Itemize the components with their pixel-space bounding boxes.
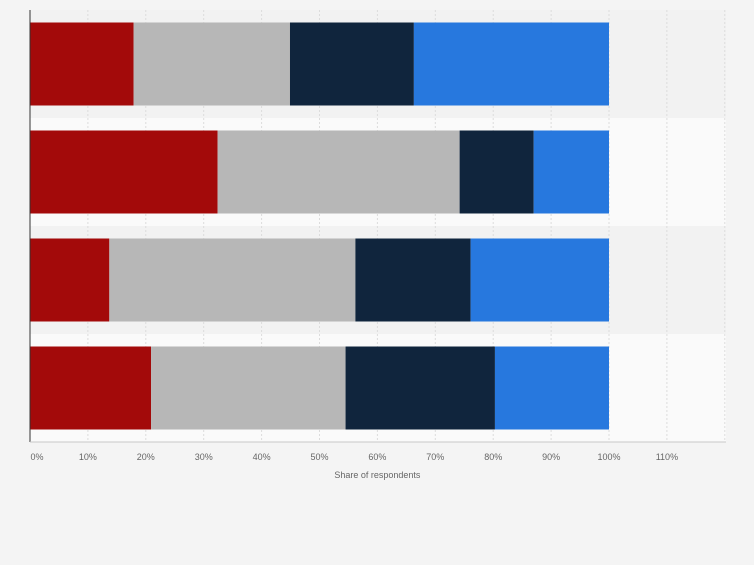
bar-segment[interactable]	[289, 22, 414, 106]
bar-segment[interactable]	[470, 238, 609, 322]
bar-segment[interactable]	[459, 130, 534, 214]
axes	[29, 10, 726, 443]
bar-segment[interactable]	[533, 130, 609, 214]
x-tick-label: 0%	[30, 452, 43, 462]
bar-segment[interactable]	[30, 346, 152, 430]
x-tick-label: 80%	[484, 452, 502, 462]
x-tick-label: 40%	[253, 452, 271, 462]
x-tick-label: 60%	[368, 452, 386, 462]
x-tick-label: 100%	[597, 452, 620, 462]
bar-segment[interactable]	[151, 346, 346, 430]
bar-segment[interactable]	[217, 130, 460, 214]
x-tick-label: 90%	[542, 452, 560, 462]
bar-segment[interactable]	[109, 238, 356, 322]
x-tick-labels: 0% 10% 20% 30% 40% 50% 60% 70% 80% 90% 100% 110%	[30, 452, 678, 462]
x-tick-label: 10%	[79, 452, 97, 462]
x-tick-label: 110%	[656, 452, 678, 462]
bar-segment[interactable]	[30, 130, 218, 214]
x-tick-label: 30%	[195, 452, 213, 462]
bar-segment[interactable]	[345, 346, 495, 430]
bar-segment[interactable]	[133, 22, 290, 106]
bar-segment[interactable]	[30, 22, 134, 106]
x-tick-label: 50%	[310, 452, 328, 462]
x-tick-label: 20%	[137, 452, 155, 462]
bars	[30, 22, 609, 430]
bar-segment[interactable]	[30, 238, 110, 322]
bar-segment[interactable]	[413, 22, 609, 106]
bar-segment[interactable]	[355, 238, 471, 322]
x-tick-label: 70%	[426, 452, 444, 462]
bar-segment[interactable]	[494, 346, 609, 430]
x-axis-label: Share of respondents	[334, 470, 421, 480]
